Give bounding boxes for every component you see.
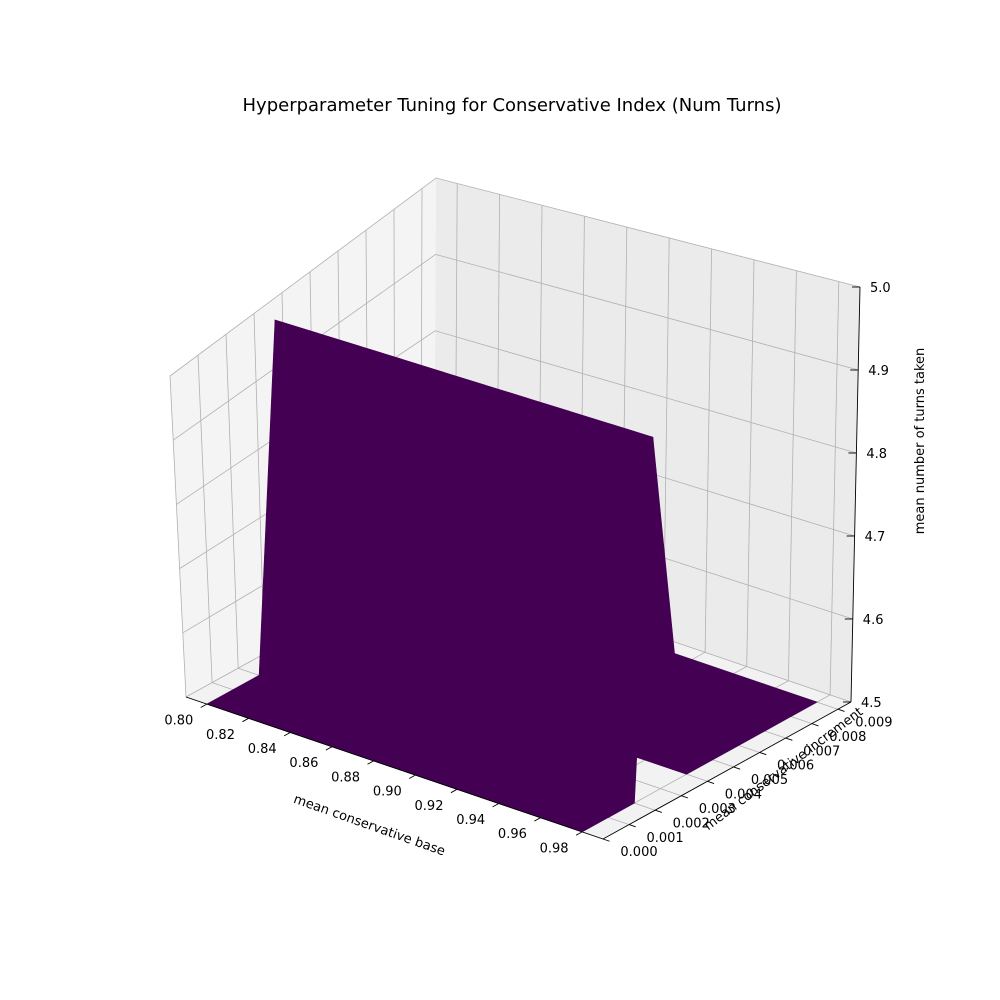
y-tick-label: 0.008 — [829, 730, 866, 745]
surface-mesh — [206, 319, 818, 833]
y-tick-label: 0.007 — [803, 744, 840, 759]
grid-line-z — [172, 253, 859, 441]
y-tick-label: 0.009 — [855, 716, 892, 731]
y-tick-label: 0.000 — [620, 845, 657, 860]
x-tick-label: 0.86 — [289, 756, 318, 771]
x-axis-line — [185, 696, 604, 840]
x-tick — [575, 831, 583, 836]
z-tick-label: 5.0 — [870, 281, 891, 296]
z-tick-label: 4.6 — [863, 613, 884, 628]
y-tick — [785, 737, 793, 741]
x-tick-label: 0.96 — [498, 827, 527, 842]
y-tick-label: 0.006 — [777, 759, 814, 774]
z-tick-label: 4.5 — [861, 696, 882, 711]
x-tick-label: 0.98 — [540, 841, 569, 856]
x-tick — [283, 732, 291, 737]
y-tick — [628, 824, 636, 828]
axes — [185, 286, 861, 842]
x-tick-label: 0.94 — [456, 813, 485, 828]
y-tick — [655, 809, 662, 813]
y-tick — [602, 838, 610, 842]
z-tick-label: 4.9 — [868, 364, 889, 379]
z-tick-label: 4.8 — [866, 447, 887, 462]
x-tick-label: 0.82 — [206, 728, 235, 743]
x-tick — [200, 703, 208, 708]
chart-title: Hyperparameter Tuning for Conservative I… — [243, 95, 782, 116]
x-tick — [367, 760, 374, 765]
x-tick — [325, 746, 333, 751]
z-axis-label: mean number of turns taken — [913, 348, 928, 535]
x-tick-label: 0.80 — [164, 714, 193, 729]
y-tick — [837, 708, 845, 712]
y-tick — [733, 766, 741, 770]
y-tick — [811, 723, 819, 727]
y-tick — [707, 780, 715, 784]
x-tick-label: 0.84 — [248, 742, 277, 757]
y-tick-label: 0.004 — [725, 788, 762, 803]
y-tick-label: 0.003 — [699, 802, 736, 817]
grid-line-z — [176, 330, 857, 505]
z-axis-line — [850, 286, 861, 703]
y-tick — [759, 752, 767, 756]
x-tick-label: 0.90 — [373, 785, 402, 800]
x-tick — [492, 803, 499, 808]
y-tick-label: 0.002 — [673, 816, 710, 831]
z-tick-label: 4.7 — [865, 530, 886, 545]
y-tick-label: 0.001 — [646, 831, 683, 846]
tick-labels: 0.80 0.82 0.84 0.86 0.88 0.90 0.92 0.94 0.96 0.98… — [164, 281, 892, 860]
x-tick — [409, 774, 416, 779]
x-tick — [242, 717, 249, 723]
grid-line-z — [169, 177, 861, 377]
y-axis-line — [602, 701, 852, 840]
x-tick — [534, 817, 541, 822]
x-tick-label: 0.92 — [415, 799, 444, 814]
y-tick-label: 0.005 — [751, 773, 788, 788]
x-tick-label: 0.88 — [331, 770, 360, 785]
y-tick — [681, 795, 689, 799]
x-tick — [450, 788, 458, 794]
